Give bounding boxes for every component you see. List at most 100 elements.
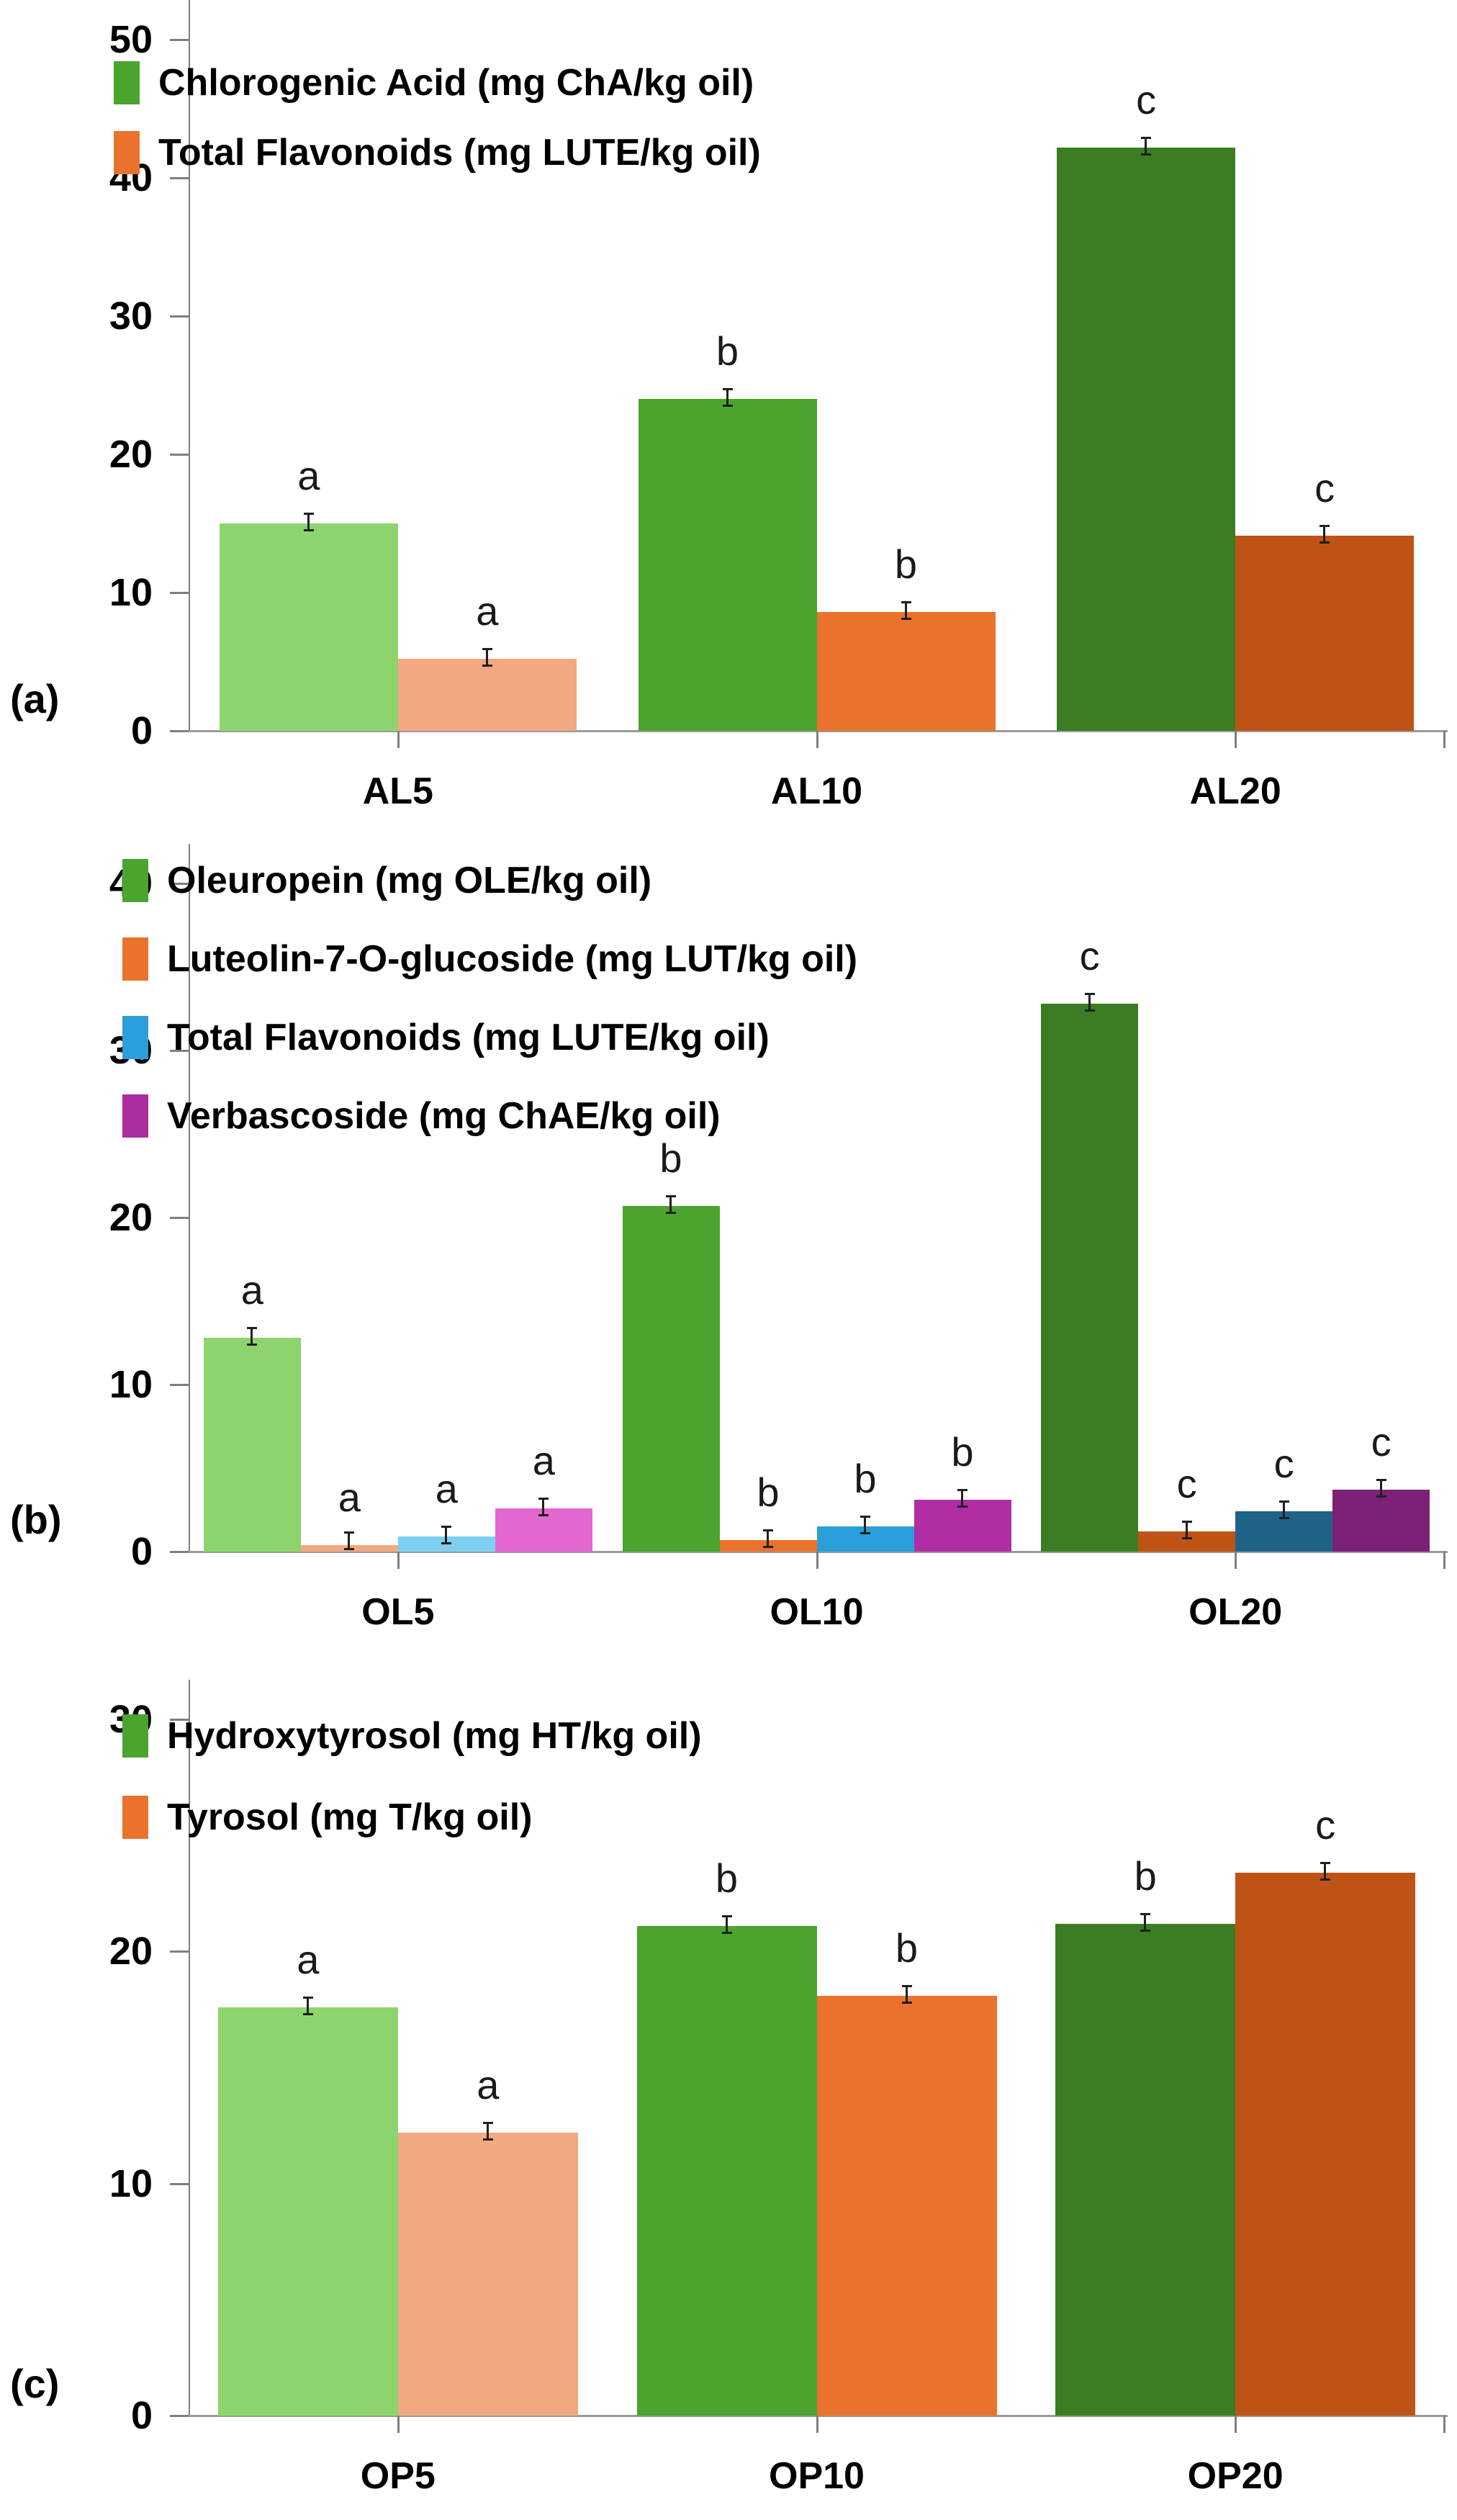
y-tick-label: 10 [109,1363,153,1406]
y-axis-tick [170,1950,189,1953]
x-axis-end-tick [1443,731,1445,748]
error-bar [1320,1862,1331,1881]
legend-swatch-icon [114,60,140,104]
y-axis-tick [170,1551,189,1553]
y-axis-tick [170,1384,189,1386]
y-tick-label: 0 [130,2394,153,2437]
y-axis-tick [170,39,189,41]
significance-letter: b [854,1456,877,1501]
legend-item: Verbascoside (mg ChAE/kg oil) [122,1076,857,1155]
legend-item-label: Oleuropein (mg OLE/kg oil) [167,859,652,901]
y-axis-tick [170,1050,189,1052]
legend-item: Total Flavonoids (mg LUTE/kg oil) [122,998,857,1076]
x-axis-tick [816,2416,818,2433]
error-bar [441,1526,452,1544]
legend-item: Luteolin-7-O-glucoside (mg LUT/kg oil) [122,919,857,998]
legend-swatch-icon [122,937,148,981]
significance-letter: c [1314,465,1335,510]
bar-OL20-series-1 [1041,1004,1139,1552]
chart-panel-b: (b) 010203040OL5aaaaOL10bbbbOL20cccc Ole… [0,821,1457,1642]
y-tick-label: 20 [109,1196,153,1239]
significance-letter: a [477,2062,500,2107]
x-axis-tick [1235,1552,1237,1569]
legend-item: Chlorogenic Acid (mg ChA/kg oil) [114,48,761,117]
y-axis-tick [170,177,189,179]
x-category-label: OP10 [769,2455,865,2497]
legend-swatch-icon [122,1015,148,1059]
y-tick-label: 50 [109,18,153,61]
x-axis-tick [397,731,400,748]
y-axis-line [189,844,190,1552]
legend-item-label: Hydroxytyrosol (mg HT/kg oil) [167,1714,702,1757]
legend-item: Oleuropein (mg OLE/kg oil) [122,841,857,919]
error-bar [1181,1521,1192,1539]
legend-item: Total Flavonoids (mg LUTE/kg oil) [114,117,761,187]
x-axis-tick [1235,2416,1237,2433]
x-axis-tick [397,1552,400,1569]
bar-OP20-series-2 [1235,1873,1416,2416]
bar-OL10-series-4 [914,1500,1011,1552]
y-tick-label: 10 [109,571,153,614]
legend-item-label: Verbascoside (mg ChAE/kg oil) [167,1094,721,1137]
legend-item-label: Luteolin-7-O-glucoside (mg LUT/kg oil) [167,937,858,980]
legend: Chlorogenic Acid (mg ChA/kg oil) Total Fl… [114,48,761,187]
legend-swatch-icon [122,1714,148,1758]
x-category-label: OL5 [361,1591,435,1633]
y-tick-label: 0 [130,709,153,752]
significance-letter: a [338,1475,361,1520]
legend: Hydroxytyrosol (mg HT/kg oil) Tyrosol (mg… [122,1695,702,1858]
chart-panel-a: (a) 0 10 20 30 40 50 AL5 a a AL10 b b AL20 c c Chlorog… [0,0,1457,821]
plot-area-c: 0102030OP5aaOP10bbOP20bc [109,1680,1448,2495]
legend-item-label: Total Flavonoids (mg LUTE/kg oil) [158,131,761,174]
y-tick-label: 0 [130,1530,153,1573]
chart-panel-c: (c) 0102030OP5aaOP10bbOP20bc Hydroxytyro… [0,1642,1457,2520]
significance-letter: c [1079,933,1100,978]
significance-letter: c [1136,77,1157,122]
legend-item: Tyrosol (mg T/kg oil) [122,1776,702,1858]
y-tick-label: 20 [109,433,153,476]
legend: Oleuropein (mg OLE/kg oil) Luteolin-7-O-g… [122,841,857,1155]
y-axis-tick [170,1217,189,1219]
legend-swatch-icon [122,858,148,902]
x-category-label: OL20 [1188,1591,1283,1633]
significance-letter: c [1371,1419,1391,1464]
y-axis-tick [170,2415,189,2417]
error-bar [482,648,492,667]
bar-OP20-series-1 [1055,1924,1236,2416]
bar-AL20-series-2 [1235,536,1415,731]
plot-area-b: 010203040OL5aaaaOL10bbbbOL20cccc [109,844,1448,1631]
panel-label-b: (b) [10,1497,62,1542]
x-axis-tick [1235,731,1237,748]
error-bar [247,1327,258,1346]
bar-AL5-series-1 [219,523,398,731]
significance-letter: a [532,1438,555,1483]
x-category-label: OP5 [360,2455,436,2497]
significance-letter: b [894,541,918,587]
error-bar [303,513,314,531]
legend-swatch-icon [114,130,140,174]
y-axis-tick [170,883,189,885]
error-bar [957,1489,967,1508]
significance-letter: b [951,1429,974,1475]
y-axis-tick [170,1719,189,1721]
legend-item-label: Tyrosol (mg T/kg oil) [167,1796,533,1838]
y-tick-label: 10 [109,2161,153,2205]
y-axis-tick [170,592,189,594]
significance-letter: b [659,1135,682,1181]
panel-label-c: (c) [10,2361,60,2406]
significance-letter: a [297,1937,320,1982]
error-bar [1140,1913,1151,1932]
y-tick-label: 20 [109,1930,153,1974]
error-bar [860,1516,870,1534]
bar-OL5-series-1 [203,1338,301,1552]
error-bar [666,1195,676,1214]
significance-letter: a [476,588,499,634]
bar-OL10-series-1 [622,1206,720,1552]
x-category-label: OL10 [770,1591,864,1633]
error-bar [538,1498,549,1516]
x-axis-end-tick [1443,2416,1445,2433]
y-axis-tick [170,454,189,456]
bar-OP10-series-1 [636,1926,817,2416]
y-axis-tick [170,730,189,732]
